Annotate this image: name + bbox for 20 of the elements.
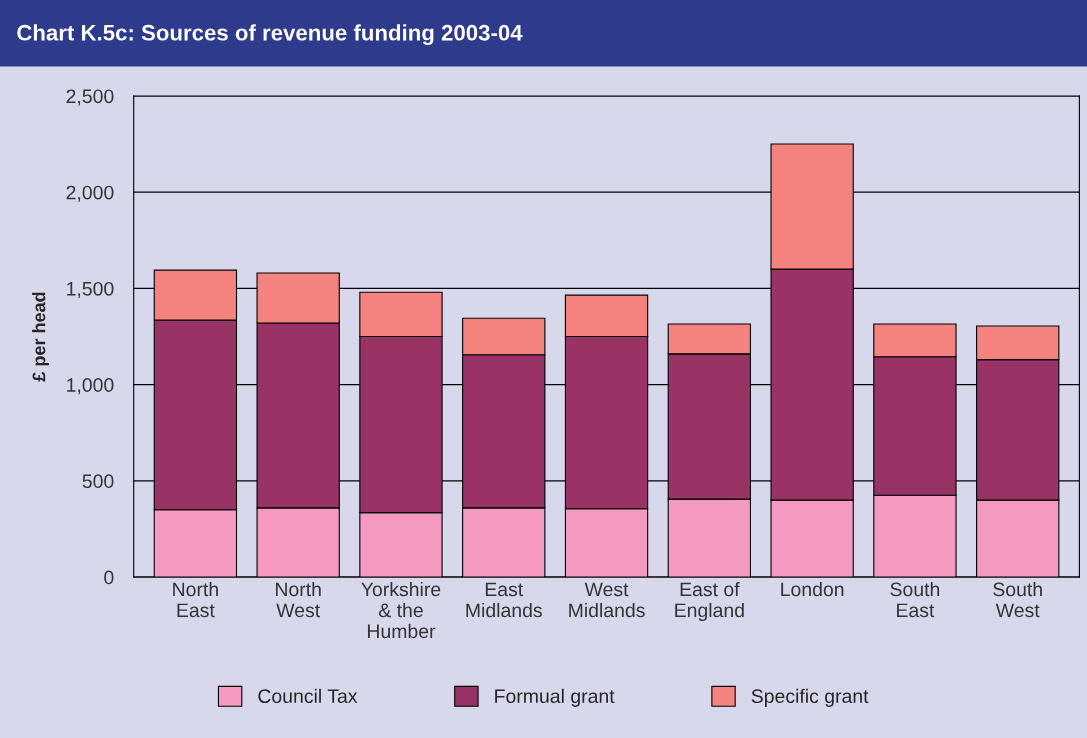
x-tick-label: South East [890,581,940,618]
x-tick-label: North West [275,581,321,618]
x-tick-label: South West [993,581,1042,618]
chart-title: Chart K.5c: Sources of revenue funding 2003-04 [17,24,523,46]
x-tick-label: London [781,581,844,597]
y-tick-label: 2,000 [66,185,114,202]
x-tick-label: East of England [675,582,744,622]
y-tick-label: 2,500 [66,89,114,106]
legend-label: Formual grant [495,688,615,707]
y-tick-label: 1,500 [67,281,114,298]
x-tick-label: West Midlands [569,582,645,618]
x-tick-label: Yorkshire & the Humber [361,581,441,639]
legend-label: Council Tax [258,688,358,704]
y-tick-label: 1,000 [67,378,114,395]
legend-label: Specific grant [751,688,869,707]
y-axis-title: £ per head [32,292,49,382]
x-tick-label: North East [173,581,218,618]
y-tick-label: 500 [82,474,114,489]
x-tick-label: East Midlands [466,582,542,618]
y-tick-label: 0 [104,570,114,585]
